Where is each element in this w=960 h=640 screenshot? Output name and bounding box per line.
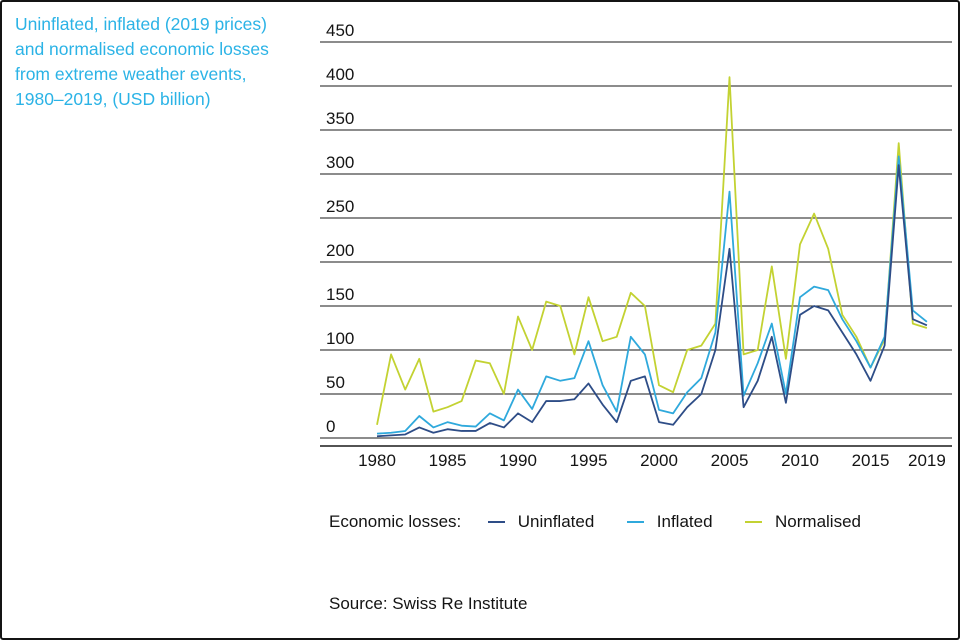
legend-item-normalised: Normalised (745, 512, 861, 531)
legend-title: Economic losses: (329, 512, 462, 531)
inflated-line-swatch (627, 521, 645, 523)
legend-item-uninflated: Uninflated (488, 512, 599, 531)
svg-text:100: 100 (326, 329, 354, 348)
line-chart: 450 400 350 300 250 200 150 100 50 0 1980 1985 1990 1… (320, 2, 954, 480)
chart-legend: Economic losses: Uninflated Inflated Nor… (329, 512, 889, 532)
source-note: Source: Swiss Re Institute (329, 594, 528, 613)
svg-text:2015: 2015 (852, 451, 890, 470)
caption-line-1: Uninflated, inflated (2019 prices) (15, 14, 267, 34)
svg-text:350: 350 (326, 109, 354, 128)
svg-text:200: 200 (326, 241, 354, 260)
svg-text:1990: 1990 (499, 451, 537, 470)
uninflated-line-swatch (488, 521, 506, 523)
legend-item-inflated: Inflated (627, 512, 717, 531)
svg-text:300: 300 (326, 153, 354, 172)
svg-text:1995: 1995 (570, 451, 608, 470)
svg-text:2005: 2005 (711, 451, 749, 470)
svg-text:50: 50 (326, 373, 345, 392)
caption-line-2: and normalised economic losses (15, 38, 269, 59)
svg-text:2019: 2019 (908, 451, 946, 470)
svg-text:450: 450 (326, 21, 354, 40)
svg-text:1980: 1980 (358, 451, 396, 470)
svg-text:2010: 2010 (781, 451, 819, 470)
normalised-line-swatch (745, 521, 763, 523)
svg-text:400: 400 (326, 65, 354, 84)
chart-caption: Uninflated, inflated (2019 prices) and n… (15, 12, 300, 111)
caption-line-3: from extreme weather events, (15, 63, 247, 84)
svg-text:1985: 1985 (429, 451, 467, 470)
chart-canvas: 450 400 350 300 250 200 150 100 50 0 1980 1985 1990 1… (320, 21, 952, 470)
svg-text:150: 150 (326, 285, 354, 304)
svg-text:2000: 2000 (640, 451, 678, 470)
svg-text:0: 0 (326, 417, 335, 436)
caption-line-4: 1980–2019, (USD billion) (15, 88, 211, 109)
legend-label-normalised: Normalised (775, 512, 861, 531)
svg-text:250: 250 (326, 197, 354, 216)
legend-label-uninflated: Uninflated (517, 512, 595, 531)
legend-label-inflated: Inflated (656, 512, 713, 531)
